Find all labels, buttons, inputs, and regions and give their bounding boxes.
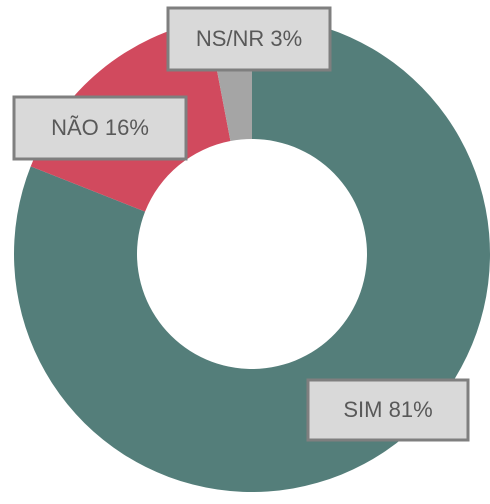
label-box bbox=[306, 378, 470, 442]
label-box bbox=[166, 6, 332, 72]
value-label: 16% bbox=[105, 115, 149, 140]
category-label: NS/NR bbox=[196, 26, 264, 51]
data-label: NS/NR 3% bbox=[196, 26, 302, 51]
category-label: SIM bbox=[343, 397, 382, 422]
value-label: 3% bbox=[270, 26, 302, 51]
value-label: 81% bbox=[389, 397, 433, 422]
donut-slice bbox=[14, 16, 490, 492]
label-box bbox=[12, 95, 188, 161]
data-label: NÃO 16% bbox=[51, 115, 149, 140]
category-label: NÃO bbox=[51, 115, 99, 140]
data-label: SIM 81% bbox=[343, 397, 432, 422]
